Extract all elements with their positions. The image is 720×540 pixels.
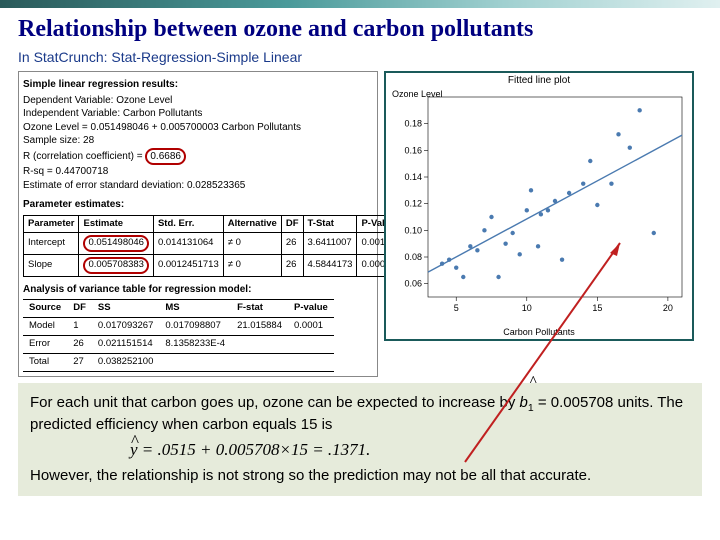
rsq: R-sq = 0.44700718 — [23, 165, 373, 179]
anova-cell — [231, 336, 288, 354]
anova-header: Analysis of variance table for regressio… — [23, 283, 373, 297]
svg-text:20: 20 — [663, 303, 673, 313]
scatter-plot: 5 10 15 20 0.06 0.08 0.10 0.12 0.14 0.16 0.18 — [390, 87, 690, 323]
anova-cell: 8.1358233E-4 — [159, 336, 231, 354]
interpretation-box: For each unit that carbon goes up, ozone… — [18, 383, 702, 497]
anova-cell: Total — [23, 353, 67, 371]
anova-col: F-stat — [231, 300, 288, 318]
r-label: R (correlation coefficient) = — [23, 151, 143, 162]
content-row: Simple linear regression results: Depend… — [0, 71, 720, 377]
sample-size: Sample size: 28 — [23, 134, 373, 148]
eqn2-rhs: = .0515 + 0.005708×15 = .1371. — [138, 440, 371, 459]
pe-row: Slope0.0057083830.0012451713≠ 0264.58441… — [24, 255, 401, 277]
pe-cell: 0.005708383 — [79, 255, 153, 277]
anova-row: Error260.0211515148.1358233E-4 — [23, 336, 334, 354]
svg-text:0.06: 0.06 — [404, 279, 422, 289]
anova-cell — [159, 353, 231, 371]
plot-title: Fitted line plot — [386, 75, 692, 86]
yhat2: y — [130, 440, 138, 459]
anova-col: DF — [67, 300, 92, 318]
pe-cell: 0.0012451713 — [153, 255, 223, 277]
pe-cell: ≠ 0 — [223, 255, 281, 277]
pe-col: Std. Err. — [153, 215, 223, 233]
anova-cell: Model — [23, 318, 67, 336]
anova-cell: 21.015884 — [231, 318, 288, 336]
pe-col: Alternative — [223, 215, 281, 233]
top-bar — [0, 0, 720, 8]
anova-cell: 1 — [67, 318, 92, 336]
anova-row: Model10.0170932670.01709880721.0158840.0… — [23, 318, 334, 336]
anova-cell: Error — [23, 336, 67, 354]
stderr: Estimate of error standard deviation: 0.… — [23, 179, 373, 193]
svg-text:0.12: 0.12 — [404, 199, 422, 209]
svg-text:15: 15 — [592, 303, 602, 313]
pe-cell: 26 — [281, 255, 303, 277]
pe-cell: Intercept — [24, 233, 79, 255]
anova-cell: 27 — [67, 353, 92, 371]
anova-cell: 0.017098807 — [159, 318, 231, 336]
svg-text:10: 10 — [522, 303, 532, 313]
interp-p2: However, the relationship is not strong … — [30, 466, 690, 486]
regression-output: Simple linear regression results: Depend… — [18, 71, 378, 377]
anova-col: Source — [23, 300, 67, 318]
indvar: Independent Variable: Carbon Pollutants — [23, 107, 373, 121]
anova-cell: 0.0001 — [288, 318, 334, 336]
pe-col: Estimate — [79, 215, 153, 233]
subtitle: In StatCrunch: Stat-Regression-Simple Li… — [0, 47, 720, 71]
svg-text:0.10: 0.10 — [404, 225, 422, 235]
svg-text:0.16: 0.16 — [404, 145, 422, 155]
corr-line: R (correlation coefficient) = 0.6686 — [23, 148, 373, 166]
param-table: ParameterEstimateStd. Err.AlternativeDFT… — [23, 215, 401, 277]
anova-cell: 26 — [67, 336, 92, 354]
prediction-equation: y = .0515 + 0.005708×15 = .1371. — [130, 439, 370, 462]
p1a: For each unit that carbon goes up, ozone… — [30, 394, 520, 411]
anova-col: SS — [92, 300, 159, 318]
anova-head-row: SourceDFSSMSF-statP-value — [23, 300, 334, 318]
anova-col: MS — [159, 300, 231, 318]
x-axis-label: Carbon Pollutants — [386, 327, 692, 337]
anova-table: SourceDFSSMSF-statP-value Model10.017093… — [23, 299, 334, 371]
b1var: b — [520, 394, 528, 411]
pe-header: Parameter estimates: — [23, 198, 373, 212]
anova-cell — [288, 353, 334, 371]
pe-col: T-Stat — [303, 215, 357, 233]
pe-col: DF — [281, 215, 303, 233]
pe-head-row: ParameterEstimateStd. Err.AlternativeDFT… — [24, 215, 401, 233]
pe-col: Parameter — [24, 215, 79, 233]
r-value-circled: 0.6686 — [145, 148, 186, 166]
anova-col: P-value — [288, 300, 334, 318]
anova-cell: 0.038252100 — [92, 353, 159, 371]
pe-row: Intercept0.0514980460.014131064≠ 0263.64… — [24, 233, 401, 255]
anova-cell — [231, 353, 288, 371]
svg-text:0.08: 0.08 — [404, 252, 422, 262]
pe-cell: 3.6411007 — [303, 233, 357, 255]
page-title: Relationship between ozone and carbon po… — [0, 8, 720, 47]
reg-header: Simple linear regression results: — [23, 78, 373, 92]
anova-cell — [288, 336, 334, 354]
anova-row: Total270.038252100 — [23, 353, 334, 371]
svg-text:5: 5 — [454, 303, 459, 313]
pe-cell: Slope — [24, 255, 79, 277]
svg-text:0.14: 0.14 — [404, 172, 422, 182]
pe-cell: ≠ 0 — [223, 233, 281, 255]
scatter-plot-panel: Fitted line plot Ozone Level 51015200.06… — [384, 71, 694, 341]
pe-cell: 26 — [281, 233, 303, 255]
interp-p1: For each unit that carbon goes up, ozone… — [30, 393, 690, 435]
svg-text:0.18: 0.18 — [404, 119, 422, 129]
pe-cell: 0.051498046 — [79, 233, 153, 255]
anova-cell: 0.021151514 — [92, 336, 159, 354]
anova-cell: 0.017093267 — [92, 318, 159, 336]
depvar: Dependent Variable: Ozone Level — [23, 94, 373, 108]
eqline: Ozone Level = 0.051498046 + 0.005700003 … — [23, 121, 373, 135]
pe-cell: 4.5844173 — [303, 255, 357, 277]
pe-cell: 0.014131064 — [153, 233, 223, 255]
